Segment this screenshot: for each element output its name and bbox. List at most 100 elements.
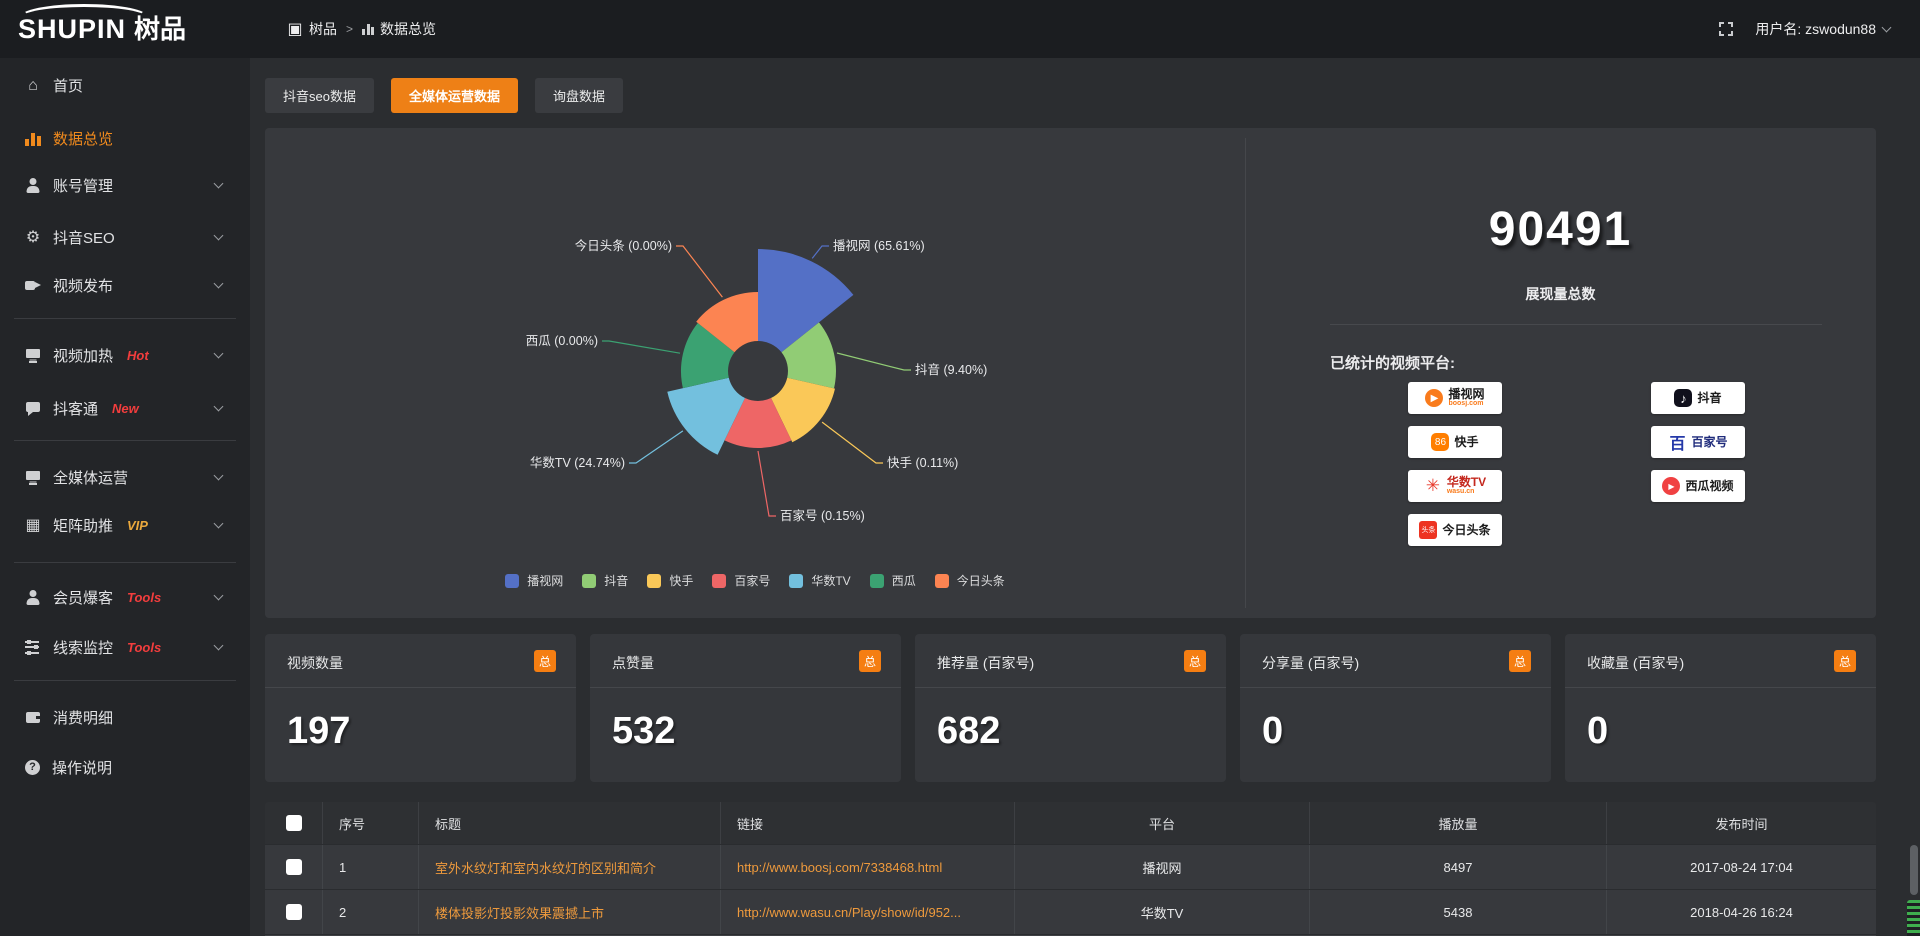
video-url-link[interactable]: http://www.wasu.cn/Play/show/id/952... (737, 904, 961, 920)
video-url-link[interactable]: http://www.boosj.com/7338468.html (737, 859, 943, 875)
logo-arc-decoration (20, 4, 148, 30)
legend-item-百家号[interactable]: 百家号 (712, 572, 770, 589)
stat-card-total-badge: 总 (1509, 650, 1531, 672)
topbar: SHUPIN 树品 ▣ 树品 > 数据总览 用户名: zswodun88 (0, 0, 1920, 58)
sidebar-item-label: 操作说明 (52, 759, 113, 777)
video-title-link[interactable]: 室外水纹灯和室内水纹灯的区别和简介 (435, 860, 657, 876)
legend-item-今日头条[interactable]: 今日头条 (934, 572, 1005, 589)
row-checkbox[interactable] (285, 815, 302, 831)
breadcrumb-item[interactable]: 数据总览 (362, 19, 436, 39)
stat-card-header (1240, 634, 1551, 688)
rose-pie-chart: 播视网 (65.61%) 抖音 (9.40%) 快手 (0.11%) 百家号 (0.1… (265, 128, 1245, 568)
app-icon: ▣ (287, 20, 303, 38)
sidebar-item-矩阵助推[interactable]: ▦ 矩阵助推 VIP (0, 505, 250, 545)
sidebar-item-抖音SEO[interactable]: ⚙ 抖音SEO (0, 217, 250, 257)
stat-card-value: 532 (612, 710, 676, 752)
platform-badge-快手: 86 快手 (1408, 426, 1502, 458)
pie-slice-抖音[interactable] (781, 322, 836, 389)
tab-抖音seo数据[interactable]: 抖音seo数据 (265, 78, 374, 113)
scrollbar-thumb[interactable] (1910, 845, 1918, 895)
legend-label: 今日头条 (956, 574, 1005, 588)
screen-icon (25, 348, 41, 363)
row-checkbox[interactable] (285, 859, 302, 875)
pie-label-line-播视网 (811, 245, 829, 259)
stat-card-视频数量: 视频数量 总 197 (265, 634, 576, 782)
platform-subtitle: boosj.com (1448, 400, 1484, 407)
sidebar-item-label: 视频加热 (53, 347, 114, 365)
sidebar-item-label: 首页 (53, 77, 84, 95)
legend-swatch (934, 573, 949, 588)
sidebar-item-视频加热[interactable]: 视频加热 Hot (0, 335, 250, 375)
platforms-label: 已统计的视频平台: (1330, 355, 1455, 372)
stat-card-value: 0 (1262, 710, 1284, 752)
pie-slice-今日头条[interactable] (696, 291, 758, 353)
stat-card-value: 682 (937, 710, 1001, 752)
row-checkbox[interactable] (285, 904, 302, 920)
person-icon (25, 590, 41, 605)
pie-slice-快手[interactable] (771, 377, 835, 443)
sidebar-item-首页[interactable]: ⌂ 首页 (0, 65, 250, 105)
checkbox-cell (265, 802, 323, 844)
legend-swatch (505, 573, 520, 588)
pie-slice-西瓜[interactable] (680, 323, 735, 389)
sidebar-item-消费明细[interactable]: 消费明细 (0, 697, 250, 737)
platform-name: 华数TV (1446, 475, 1487, 489)
stat-card-header (915, 634, 1226, 688)
sidebar-item-抖客通[interactable]: 抖客通 New (0, 388, 250, 428)
table-cell: 播视网 (1015, 845, 1310, 889)
legend-swatch (647, 573, 662, 588)
sidebar-item-账号管理[interactable]: 账号管理 (0, 165, 250, 205)
legend-item-快手[interactable]: 快手 (647, 572, 693, 589)
user-menu[interactable]: 用户名: zswodun88 (1755, 19, 1892, 39)
panel-divider (1245, 138, 1246, 608)
impressions-total-label: 展现量总数 (1525, 286, 1596, 302)
pie-slice-百家号[interactable] (724, 398, 792, 449)
pie-label-抖音: 抖音 (9.40%) (915, 362, 987, 377)
sidebar-item-会员爆客[interactable]: 会员爆客 Tools (0, 577, 250, 617)
chevron-down-icon (1881, 22, 1892, 32)
sidebar-item-label: 数据总览 (53, 130, 114, 148)
xigua-logo: ▶ (1662, 477, 1681, 495)
chevron-down-icon (213, 590, 224, 601)
legend-item-华数TV[interactable]: 华数TV (789, 572, 851, 589)
table-cell: 室外水纹灯和室内水纹灯的区别和简介 (419, 845, 721, 889)
sidebar-item-视频发布[interactable]: 视频发布 (0, 265, 250, 305)
tab-全媒体运营数据[interactable]: 全媒体运营数据 (390, 78, 518, 113)
summary-divider (1330, 324, 1822, 325)
videos-table: 序号 标题 链接 平台 播放量 发布时间 1 室外水纹灯和室内水纹灯的区别和简介 http://… (265, 802, 1876, 936)
sidebar-divider (14, 562, 236, 563)
sidebar-item-数据总览[interactable]: 数据总览 (0, 118, 250, 158)
legend-item-抖音[interactable]: 抖音 (582, 572, 628, 589)
tab-询盘数据[interactable]: 询盘数据 (534, 78, 623, 113)
pie-label-line-快手 (821, 421, 883, 464)
baijiahao-logo: 百 (1669, 436, 1686, 453)
pie-label-西瓜: 西瓜 (0.00%) (526, 334, 598, 348)
platform-name: 快手 (1454, 435, 1479, 449)
table-cell: 平台 (1015, 802, 1310, 844)
breadcrumb-label: 数据总览 (380, 21, 437, 37)
sidebar-item-全媒体运营[interactable]: 全媒体运营 (0, 457, 250, 497)
legend-swatch (582, 573, 597, 588)
sidebar: ⌂ 首页 数据总览 账号管理 ⚙ 抖音SEO 视频发布 视频加热 Hot 抖客通 New 全媒体运营 ▦… (0, 58, 250, 936)
username-label: 用户名: zswodun88 (1755, 21, 1876, 37)
topbar-right: 用户名: zswodun88 (1719, 0, 1892, 58)
kuaishou-logo: 86 (1431, 433, 1450, 451)
legend-label: 播视网 (527, 574, 564, 588)
platform-name: 播视网 (1448, 387, 1485, 401)
sidebar-item-线索监控[interactable]: 线索监控 Tools (0, 627, 250, 667)
table-cell: 发布时间 (1715, 816, 1768, 832)
stat-card-收藏量 (百家号): 收藏量 (百家号) 总 0 (1565, 634, 1876, 782)
pie-slice-播视网[interactable] (758, 249, 854, 353)
video-title-link[interactable]: 楼体投影灯投影效果震撼上市 (435, 905, 605, 921)
legend-item-播视网[interactable]: 播视网 (505, 572, 563, 589)
pie-slice-华数TV[interactable] (667, 377, 745, 455)
sidebar-item-label: 矩阵助推 (53, 517, 114, 535)
legend-item-西瓜[interactable]: 西瓜 (869, 572, 916, 589)
chevron-down-icon (213, 348, 224, 359)
legend-label: 西瓜 (891, 574, 916, 588)
sidebar-item-操作说明[interactable]: 操作说明 (0, 747, 250, 787)
sidebar-item-badge: VIP (127, 517, 148, 533)
breadcrumb-item[interactable]: ▣ 树品 (287, 19, 337, 39)
fullscreen-icon[interactable] (1719, 22, 1734, 36)
douyin-logo: ♪ (1674, 389, 1693, 407)
